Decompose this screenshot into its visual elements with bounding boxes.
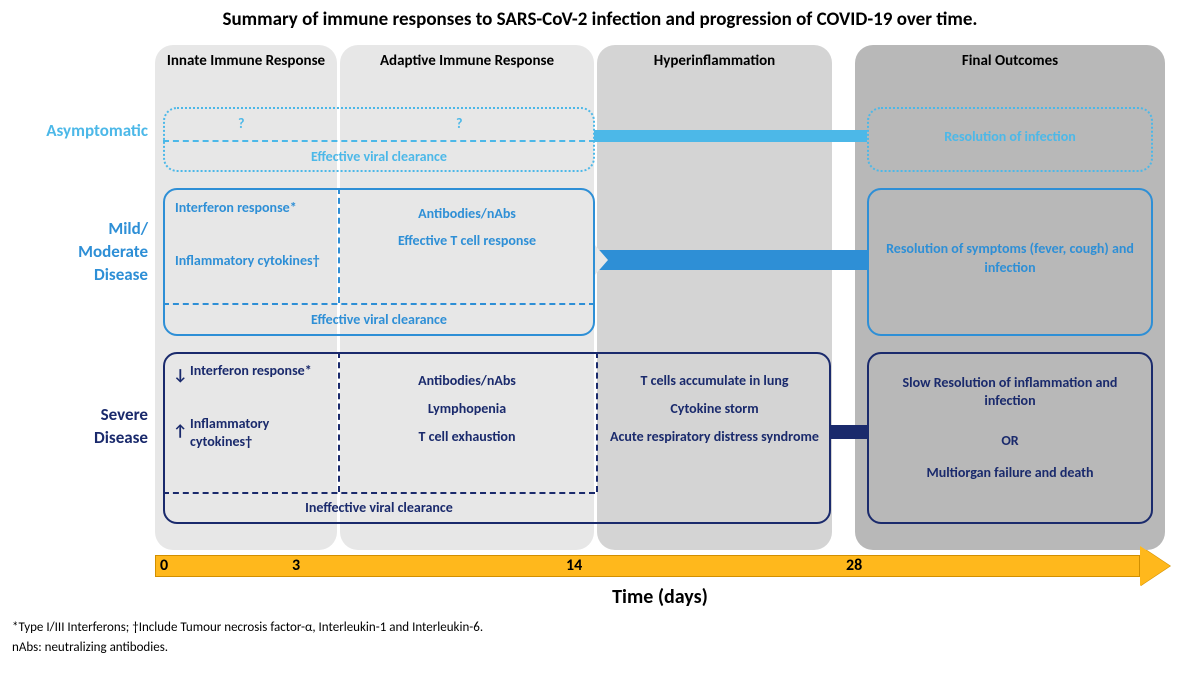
severe-innate-2: Inflammatory cytokines† [190,415,332,450]
header-innate-text: Innate Immune Response [167,52,325,70]
severe-innate-1: Interferon response* [190,362,332,380]
mild-adaptive-1: Antibodies/nAbs [340,205,594,222]
severe-l2: Disease [0,427,148,450]
row-label-severe: Severe Disease [0,404,148,450]
header-hyper: Hyperinflammation [597,52,832,70]
tick-28: 28 [846,556,862,575]
header-adaptive: Adaptive Immune Response [340,52,594,70]
footnote-1: *Type I/III Interferons; †Include Tumour… [12,620,483,635]
row-label-asymptomatic: Asymptomatic [0,120,148,141]
mild-l3: Disease [0,264,148,287]
mild-outcome: Resolution of symptoms (fever, cough) an… [880,240,1140,278]
severe-adaptive-1: Antibodies/nAbs [340,372,594,389]
mild-l2: Moderate [0,241,148,264]
severe-clearance: Ineffective viral clearance [163,499,595,516]
mild-innate-1: Interferon response* [175,199,330,217]
severe-outcome-1: Slow Resolution of inflammation and infe… [880,374,1140,410]
mild-l1: Mild/ [0,218,148,241]
mild-adaptive-2: Effective T cell response [340,232,594,249]
arrow-mild-notch [594,244,608,276]
severe-outcome-or: OR [880,432,1140,449]
tick-3: 3 [292,556,300,575]
diagram-title: Summary of immune responses to SARS-CoV-… [0,8,1200,31]
asym-q1: ? [238,115,245,132]
severe-adaptive-2: Lymphopenia [340,400,594,417]
tick-14: 14 [566,556,582,575]
severe-hyper-3: Acute respiratory distress syndrome [604,428,825,446]
timeline-bar [155,555,1140,577]
asym-q2: ? [456,115,463,132]
footnote-2: nAbs: neutralizing antibodies. [12,640,168,655]
timeline-arrowhead [1140,546,1170,586]
mild-innate-2: Inflammatory cytokines† [175,252,330,270]
severe-outcome-2: Multiorgan failure and death [880,464,1140,482]
header-final-text: Final Outcomes [962,52,1058,70]
header-final: Final Outcomes [855,52,1165,70]
mild-clearance: Effective viral clearance [163,311,595,328]
down-arrow-icon: ↓ [173,366,187,385]
severe-hyper-2: Cytokine storm [597,400,832,417]
asym-clearance: Effective viral clearance [163,148,595,165]
divider-asymptomatic [163,140,595,142]
arrow-asymptomatic [594,130,884,142]
severe-adaptive-3: T cell exhaustion [340,428,594,445]
xaxis-label: Time (days) [155,585,1165,609]
header-innate: Innate Immune Response [155,52,337,70]
asym-outcome: Resolution of infection [867,128,1153,145]
row-label-mild: Mild/ Moderate Disease [0,218,148,287]
header-adaptive-text: Adaptive Immune Response [380,52,554,70]
severe-l1: Severe [0,404,148,427]
arrow-mild [594,250,884,270]
up-arrow-icon: ↑ [173,422,187,441]
divider-severe-h [163,492,595,494]
severe-hyper-1: T cells accumulate in lung [597,372,832,389]
tick-0: 0 [160,556,168,575]
divider-mild-horizontal [163,303,595,305]
header-hyper-text: Hyperinflammation [654,52,775,70]
